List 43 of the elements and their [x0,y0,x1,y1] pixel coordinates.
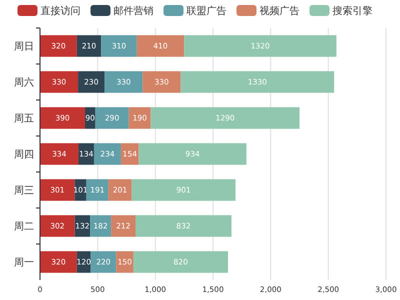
y-tick-label: 周日 [14,42,34,52]
y-tick-label: 周二 [14,222,34,232]
bar [78,143,94,165]
bar [184,35,336,57]
bar [142,71,181,93]
bar [133,251,228,273]
bar [90,215,112,237]
bar [40,251,77,273]
bar [78,71,105,93]
legend-label: 直接访问 [40,5,80,17]
bar [40,35,77,57]
y-tick-label: 周一 [14,258,34,268]
bar [95,107,129,129]
bar [40,71,78,93]
legend-label: 邮件营销 [114,5,154,17]
bar [104,71,143,93]
bar [101,35,137,57]
bar [180,71,334,93]
bar [40,215,75,237]
bar [40,179,75,201]
bar [138,143,246,165]
bar [76,35,102,57]
bar [90,251,116,273]
bar [86,179,108,201]
bar [108,179,132,201]
legend-label: 视频广告 [260,5,300,17]
bar [120,143,139,165]
bar [132,179,236,201]
legend-label: 联盟广告 [186,5,226,17]
bar [111,215,136,237]
bar [136,35,184,57]
y-tick-label: 周六 [14,76,34,88]
bar [94,143,121,165]
bar [135,215,232,237]
y-tick-label: 周三 [14,186,34,196]
bar [116,251,134,273]
y-tick-label: 周四 [14,150,34,160]
bar [128,107,151,129]
bar [150,107,300,129]
y-tick-label: 周五 [14,114,34,124]
bar [40,143,79,165]
legend-label: 搜索引擎 [332,5,372,17]
bar [40,107,85,129]
